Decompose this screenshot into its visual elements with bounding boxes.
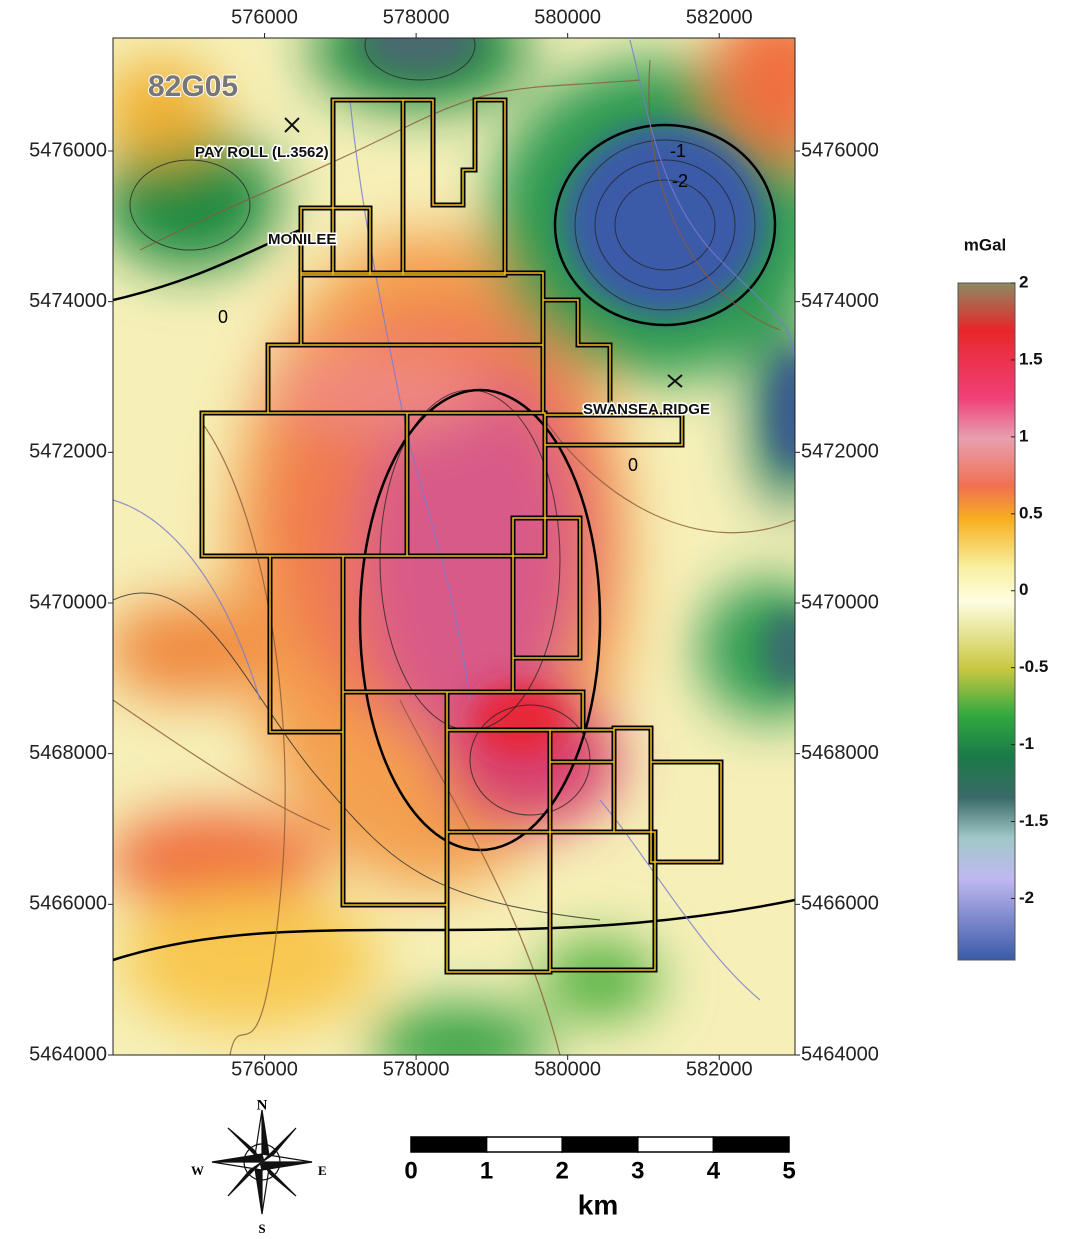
scalebar-label: 2: [556, 1157, 569, 1184]
x-tick-label: 578000: [383, 1058, 450, 1080]
x-tick-label: 580000: [534, 6, 601, 28]
scalebar-label: 3: [631, 1157, 644, 1184]
x-tick-label: 582000: [686, 6, 753, 28]
y-tick-label: 5464000: [29, 1043, 107, 1065]
colorbar-tick-label: -1.5: [1019, 811, 1048, 830]
colorbar-tick-label: 1.5: [1019, 349, 1043, 368]
scalebar-label: 4: [707, 1157, 721, 1184]
scalebar-segment: [638, 1137, 714, 1152]
contour-label: 0: [628, 455, 638, 475]
x-tick-label: 576000: [231, 1058, 298, 1080]
x-tick-label: 582000: [686, 1058, 753, 1080]
scalebar-segment: [487, 1137, 563, 1152]
compass-label: W: [191, 1163, 204, 1178]
y-tick-label: 5472000: [801, 441, 879, 463]
compass-label: S: [258, 1221, 265, 1236]
x-tick-label: 578000: [383, 6, 450, 28]
x-tick-label: 580000: [534, 1058, 601, 1080]
colorbar-tick-label: -0.5: [1019, 657, 1048, 676]
colorbar-tick-label: -1: [1019, 734, 1034, 753]
contour-label: -2: [672, 171, 688, 191]
compass-label: N: [257, 1097, 268, 1113]
gravity-map: 82G05 PAY ROLL (L.3562) MONILEE SWANSEA …: [100, 0, 850, 1085]
y-tick-label: 5476000: [29, 139, 107, 161]
y-tick-label: 5472000: [29, 441, 107, 463]
sheet-label: 82G05: [148, 70, 238, 103]
scalebar-unit: km: [578, 1189, 618, 1220]
place-label: SWANSEA RIDGE: [583, 401, 710, 418]
contour-label: -1: [670, 141, 686, 161]
colorbar-tick-label: 0: [1019, 580, 1028, 599]
colorbar-tick-label: 2: [1019, 272, 1028, 291]
scalebar-segment: [411, 1137, 487, 1152]
colorbar-tick-label: -2: [1019, 888, 1034, 907]
compass: [212, 1110, 312, 1214]
colorbar-tick-label: 0.5: [1019, 503, 1043, 522]
y-tick-label: 5470000: [801, 591, 879, 613]
y-tick-label: 5474000: [801, 290, 879, 312]
y-tick-label: 5466000: [801, 893, 879, 915]
contour-label: 0: [218, 307, 228, 327]
y-tick-label: 5470000: [29, 591, 107, 613]
y-tick-label: 5476000: [801, 139, 879, 161]
y-tick-label: 5468000: [29, 742, 107, 764]
y-tick-label: 5464000: [801, 1043, 879, 1065]
colorbar-title: mGal: [964, 235, 1007, 254]
map-figure: 82G05 PAY ROLL (L.3562) MONILEE SWANSEA …: [0, 0, 1065, 1239]
scalebar-label: 5: [782, 1157, 795, 1184]
scalebar-segment: [562, 1137, 638, 1152]
y-tick-label: 5474000: [29, 290, 107, 312]
colorbar-tick-label: 1: [1019, 426, 1028, 445]
scalebar-segment: [713, 1137, 789, 1152]
y-tick-label: 5466000: [29, 893, 107, 915]
place-label: PAY ROLL (L.3562): [195, 144, 329, 161]
compass-label: E: [318, 1163, 327, 1178]
x-tick-label: 576000: [231, 6, 298, 28]
scalebar-label: 1: [480, 1157, 493, 1184]
scalebar-label: 0: [404, 1157, 417, 1184]
y-tick-label: 5468000: [801, 742, 879, 764]
colorbar: [958, 283, 1015, 960]
place-label: MONILEE: [268, 231, 336, 248]
